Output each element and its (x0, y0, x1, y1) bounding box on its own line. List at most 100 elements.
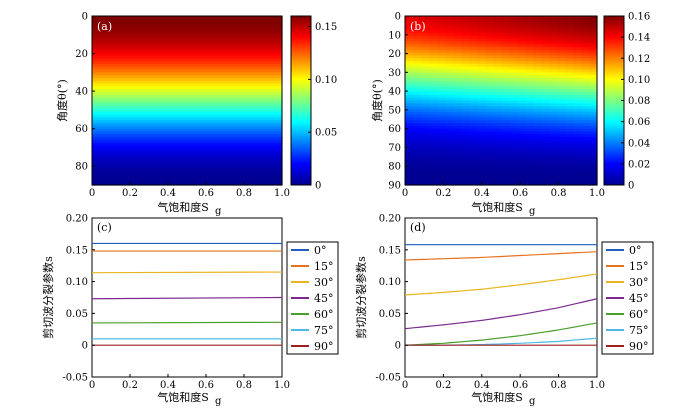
heatmap-cell (485, 75, 494, 79)
heatmap-cell (413, 168, 422, 172)
heatmap-cell (493, 92, 502, 96)
heatmap-cell (525, 108, 534, 113)
heatmap-cell (413, 117, 422, 121)
heatmap-cell (509, 24, 518, 28)
heatmap-cell (453, 24, 462, 28)
heatmap-cell (557, 176, 566, 180)
heatmap-cell (477, 100, 486, 104)
heatmap-cell (429, 145, 438, 149)
heatmap-cell (517, 66, 526, 71)
heatmap-cell (421, 63, 430, 68)
heatmap-cell (445, 151, 454, 155)
heatmap-cell (589, 21, 598, 26)
heatmap-cell (461, 125, 470, 130)
heatmap-cell (533, 66, 542, 71)
heatmap-cell (541, 142, 550, 147)
heatmap-cell (429, 168, 438, 172)
heatmap-cell (589, 131, 598, 135)
heatmap-cell (461, 128, 470, 133)
y-tick-label: 0 (82, 341, 88, 352)
heatmap-cell (573, 114, 582, 118)
heatmap-cell (557, 100, 566, 104)
heatmap-cell (92, 159, 283, 164)
heatmap-cell (477, 41, 486, 45)
heatmap-cell (429, 52, 438, 57)
heatmap-cell (541, 21, 550, 26)
heatmap-cell (461, 159, 470, 164)
heatmap-cell (589, 94, 598, 99)
heatmap-cell (445, 46, 454, 51)
heatmap-cell (477, 86, 486, 90)
heatmap-cell (589, 142, 598, 147)
heatmap-cell (413, 145, 422, 149)
heatmap-cell (437, 27, 446, 31)
heatmap-cell (493, 24, 502, 28)
heatmap-cell (477, 38, 486, 42)
heatmap-cell (445, 154, 454, 158)
heatmap-cell (461, 154, 470, 158)
heatmap-cell (429, 55, 438, 59)
heatmap-cell (509, 134, 518, 138)
x-tick-label: 0.4 (160, 188, 176, 199)
heatmap-cell (445, 30, 454, 34)
heatmap-cell (453, 58, 462, 62)
heatmap-cell (413, 137, 422, 141)
heatmap-cell (517, 168, 526, 172)
x-axis-label-subscript: g (529, 396, 536, 407)
heatmap-cell (453, 179, 462, 183)
heatmap-cell (477, 120, 486, 124)
heatmap-cell (557, 120, 566, 124)
heatmap-cell (509, 21, 518, 26)
heatmap-cell (525, 75, 534, 79)
heatmap-cell (469, 123, 478, 127)
heatmap-cell (501, 117, 510, 121)
heatmap-cell (92, 154, 283, 158)
heatmap-cell (581, 27, 590, 31)
x-tick-label: 0 (402, 188, 408, 199)
heatmap-cell (549, 125, 558, 130)
heatmap-cell (493, 44, 502, 48)
heatmap-cell (405, 35, 414, 40)
heatmap-cell (437, 114, 446, 118)
heatmap-cell (533, 117, 542, 121)
heatmap-cell (525, 106, 534, 110)
heatmap-cell (517, 83, 526, 88)
heatmap-cell (413, 63, 422, 68)
heatmap-cell (453, 52, 462, 57)
heatmap-cell (525, 30, 534, 34)
x-tick-label: 0.4 (160, 380, 176, 391)
heatmap-cell (413, 103, 422, 107)
heatmap-cell (549, 69, 558, 73)
heatmap-cell (92, 86, 283, 90)
heatmap-cell (517, 58, 526, 62)
heatmap-cell (517, 80, 526, 85)
heatmap-cell (509, 61, 518, 65)
heatmap-cell (493, 41, 502, 45)
heatmap-cell (589, 80, 598, 85)
heatmap-cell (549, 142, 558, 147)
heatmap-cell (437, 151, 446, 155)
heatmap-cell (549, 128, 558, 133)
heatmap-cell (429, 117, 438, 121)
heatmap-cell (501, 35, 510, 40)
heatmap-cell (509, 117, 518, 121)
heatmap-cell (485, 154, 494, 158)
heatmap-cell (565, 100, 574, 104)
heatmap-cell (589, 75, 598, 79)
heatmap-cell (533, 63, 542, 68)
heatmap-cell (421, 156, 430, 161)
heatmap-cell (581, 137, 590, 141)
heatmap-cell (493, 72, 502, 76)
heatmap-cell (565, 148, 574, 152)
heatmap-cell (509, 83, 518, 88)
heatmap-cell (549, 137, 558, 141)
heatmap-cell (525, 24, 534, 28)
heatmap-cell (589, 117, 598, 121)
heatmap-cell (589, 44, 598, 48)
heatmap-cell (485, 103, 494, 107)
heatmap-cell (405, 117, 414, 121)
heatmap-cell (581, 139, 590, 144)
series-line-30deg (404, 273, 598, 296)
heatmap-cell (445, 131, 454, 135)
heatmap-cell (429, 69, 438, 73)
